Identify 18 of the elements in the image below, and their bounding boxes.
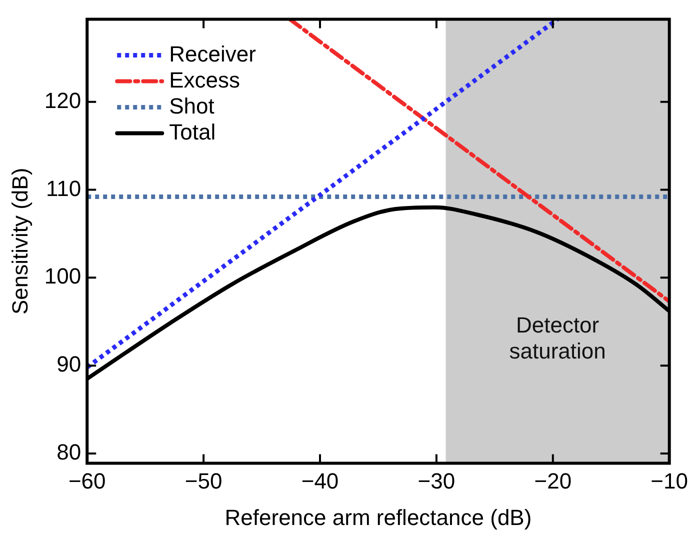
- x-tick-label: −10: [650, 468, 688, 494]
- legend-label: Receiver: [169, 41, 256, 66]
- x-tick-label: −60: [68, 468, 106, 494]
- x-tick-label: −20: [534, 468, 572, 494]
- y-axis-title: Sensitivity (dB): [7, 168, 32, 315]
- y-tick-label: 120: [44, 88, 82, 113]
- y-tick-label: 110: [46, 176, 82, 201]
- legend-label: Excess: [169, 67, 240, 92]
- x-tick-label: −40: [301, 468, 339, 494]
- y-tick-label: 80: [56, 440, 82, 465]
- x-tick-label: −50: [184, 468, 222, 494]
- legend-label: Total: [169, 119, 216, 144]
- band-label: Detector saturation: [509, 312, 606, 364]
- x-axis-title: Reference arm reflectance (dB): [224, 504, 532, 530]
- y-tick-label: 100: [44, 264, 82, 289]
- y-tick-label: 90: [56, 352, 82, 377]
- x-tick-label: −30: [418, 468, 456, 494]
- legend-label: Shot: [169, 93, 214, 118]
